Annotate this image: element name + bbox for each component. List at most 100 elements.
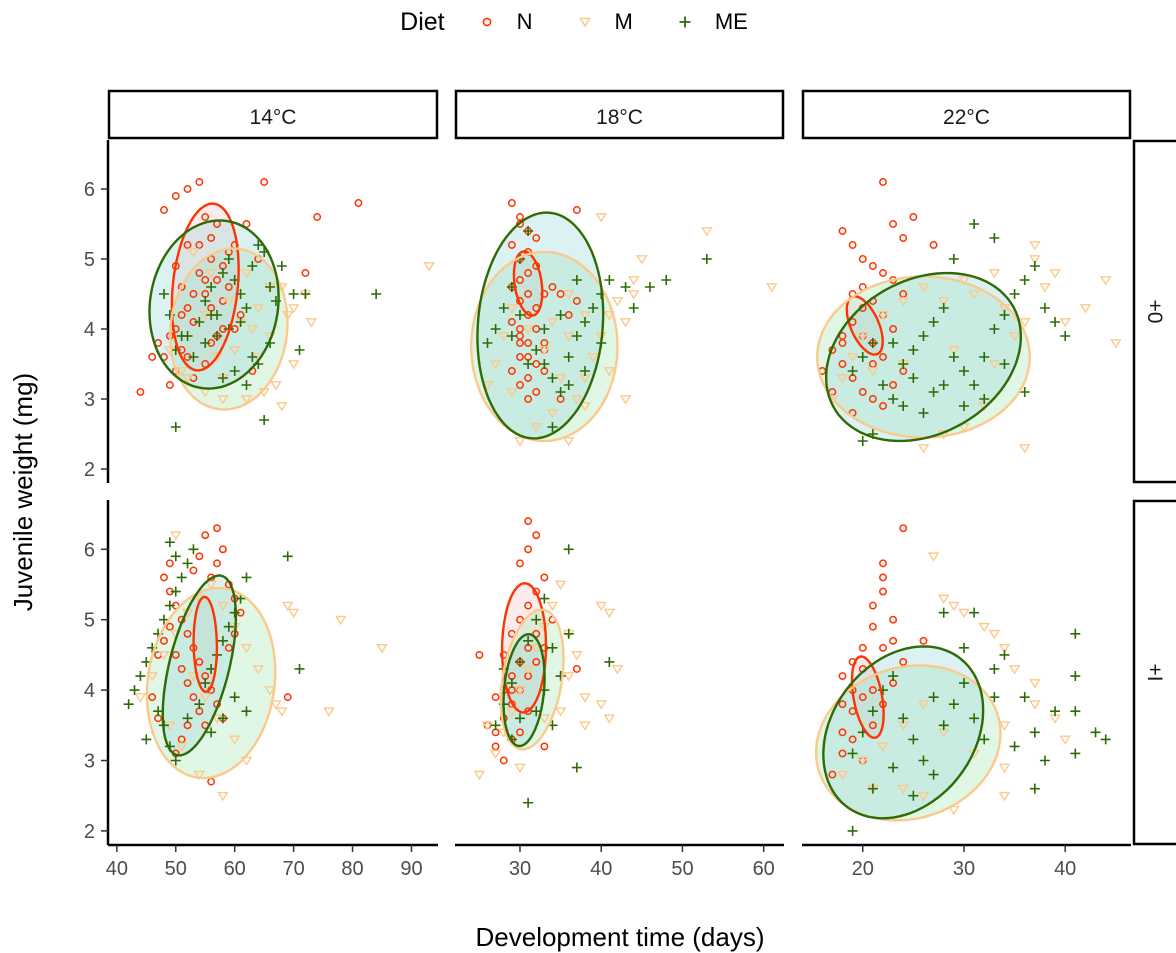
point-M (252, 665, 265, 675)
point-N (524, 290, 533, 298)
point-ME (1050, 706, 1061, 717)
point-M (473, 770, 486, 781)
point-ME (1070, 748, 1081, 759)
point-M (305, 318, 318, 328)
x-tick-label: 60 (224, 858, 246, 880)
point-M (146, 672, 158, 682)
point-N (889, 615, 898, 624)
point-M (554, 580, 567, 591)
point-M (836, 374, 849, 384)
point-M (1029, 679, 1041, 689)
point-ME (531, 345, 542, 355)
point-M (897, 784, 909, 795)
point-N (189, 290, 198, 298)
point-ME (170, 586, 181, 597)
point-ME (555, 671, 566, 682)
point-ME (547, 373, 558, 383)
point-M (240, 269, 253, 279)
x-tick-label: 80 (341, 858, 363, 880)
point-ME (898, 359, 909, 369)
point-ME (644, 282, 655, 292)
point-N (524, 374, 533, 382)
x-tick-label: 50 (165, 858, 187, 880)
point-M (281, 601, 294, 612)
point-ME (918, 331, 929, 341)
point-N (868, 721, 877, 730)
point-M (562, 437, 575, 447)
point-ME (1009, 741, 1020, 752)
point-M (998, 721, 1011, 731)
point-N (189, 693, 198, 702)
point-ME (523, 635, 534, 646)
point-ME (989, 692, 1000, 703)
point-N (491, 742, 500, 751)
point-N (516, 325, 524, 333)
point-M (228, 346, 241, 356)
point-ME (969, 607, 980, 618)
point-M (917, 444, 930, 454)
point-M (948, 601, 960, 612)
point-N (207, 234, 216, 242)
point-N (183, 304, 192, 312)
point-M (246, 325, 259, 335)
point-M (287, 304, 300, 314)
point-M (917, 283, 930, 293)
point-M (205, 580, 217, 591)
point-ME (1029, 783, 1040, 794)
point-N (507, 241, 516, 249)
point-ME (176, 331, 187, 341)
point-N (899, 234, 908, 242)
point-N (879, 587, 887, 596)
y-tick-label: 3 (84, 751, 95, 773)
point-N (218, 545, 227, 554)
point-M (948, 805, 960, 816)
ellipse-N (192, 595, 219, 694)
point-ME (253, 240, 264, 250)
point-ME (1070, 671, 1081, 682)
point-N (919, 636, 928, 645)
point-N (516, 615, 524, 624)
point-N (828, 770, 837, 779)
panel-1-1 (473, 517, 624, 808)
point-ME (888, 394, 899, 404)
point-N (516, 728, 524, 737)
point-N (548, 283, 557, 291)
point-M (223, 297, 235, 307)
point-N (160, 636, 168, 645)
x-tick-label: 20 (852, 858, 874, 880)
strip-column-2 (801, 89, 1132, 140)
point-ME (938, 607, 949, 618)
point-ME (588, 303, 599, 313)
point-N (572, 206, 581, 214)
x-tick-label: 50 (671, 858, 693, 880)
legend-title: Diet (400, 7, 445, 36)
point-N (171, 192, 180, 200)
point-M (611, 665, 624, 675)
point-ME (1019, 387, 1030, 397)
point-M (998, 791, 1011, 802)
point-M (927, 552, 940, 562)
point-M (978, 622, 990, 633)
point-N (838, 728, 847, 737)
point-ME (294, 663, 305, 674)
point-ME (898, 713, 909, 724)
point-ME (928, 317, 939, 327)
point-ME (571, 275, 582, 285)
x-axis-title: Development time (days) (476, 922, 765, 952)
y-tick-label: 2 (84, 459, 95, 481)
panel-0-2 (815, 178, 1122, 454)
point-ME (958, 366, 969, 376)
point-ME (523, 797, 534, 808)
point-ME (979, 734, 990, 745)
point-M (1008, 665, 1021, 675)
point-N (195, 269, 204, 277)
strip-column-label: 18°C (596, 106, 643, 129)
ellipse-ME (822, 645, 985, 820)
point-ME (498, 303, 509, 313)
point-ME (877, 380, 888, 390)
point-ME (547, 422, 558, 432)
point-ME (265, 282, 276, 292)
point-ME (989, 324, 1000, 334)
point-M (376, 643, 388, 654)
point-N (532, 629, 541, 638)
